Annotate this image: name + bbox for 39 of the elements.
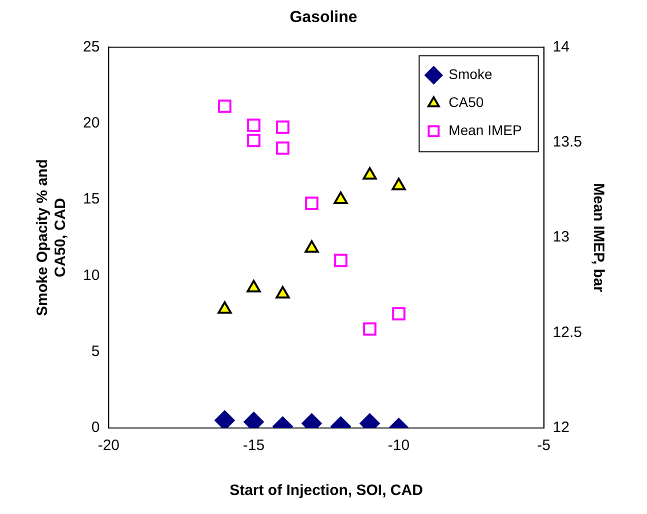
point <box>392 178 406 190</box>
legend-label: CA50 <box>448 94 484 110</box>
point <box>362 167 377 180</box>
y-tick-label: 15 <box>82 190 100 208</box>
point <box>276 286 290 298</box>
y2-axis-title: Mean IMEP, bar <box>590 183 607 292</box>
point <box>363 322 376 336</box>
y2-tick-label: 13.5 <box>552 134 582 151</box>
y2-tick-label: 14 <box>552 38 570 56</box>
point <box>305 196 318 210</box>
y-tick-label: 10 <box>82 266 100 284</box>
x-tick-label: -20 <box>98 437 120 454</box>
point <box>218 100 232 113</box>
chart-title: Gasoline <box>290 9 358 26</box>
point <box>246 280 261 292</box>
point <box>392 307 406 320</box>
y-tick-label: 5 <box>91 342 100 360</box>
point <box>304 240 319 253</box>
y-axis-title: Smoke Opacity % and CA50, CAD <box>34 159 70 316</box>
x-axis-title: Start of Injection, SOI, CAD <box>230 482 424 500</box>
point <box>218 301 232 314</box>
y-tick-label: 20 <box>82 114 100 132</box>
y2-tick-label: 13 <box>552 228 570 246</box>
x-tick-label: -10 <box>388 437 410 454</box>
legend-label: Mean IMEP <box>448 122 522 138</box>
y2-tick-label: 12.5 <box>552 324 582 341</box>
point <box>247 118 260 132</box>
point <box>214 410 235 428</box>
y-tick-label: 25 <box>82 38 100 56</box>
point <box>334 192 348 204</box>
point <box>334 254 348 268</box>
x-tick-label: -5 <box>537 437 550 454</box>
x-tick-label: -15 <box>242 437 265 454</box>
y-tick-label: 0 <box>91 419 100 436</box>
point <box>247 134 260 148</box>
y2-tick-label: 12 <box>552 419 570 436</box>
legend-label: Smoke <box>448 66 492 82</box>
point <box>276 120 290 134</box>
point <box>276 141 290 155</box>
